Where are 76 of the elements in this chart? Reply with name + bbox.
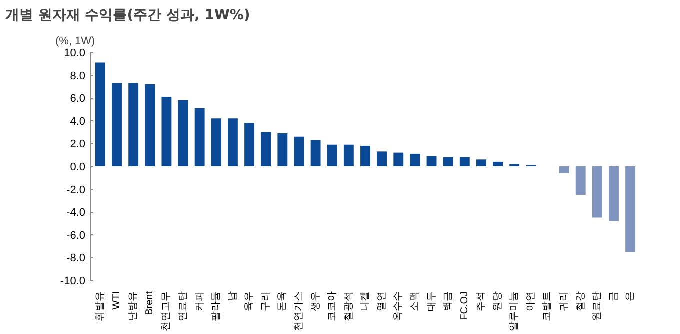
bar (377, 152, 388, 166)
bar (294, 136, 304, 166)
bar (278, 133, 288, 166)
bar (310, 140, 321, 166)
x-tick-label: 니켈 (360, 292, 371, 312)
bar (460, 157, 470, 166)
bar (360, 146, 370, 166)
x-tick-label: 알루미늄 (509, 292, 520, 332)
x-tick-label: 귀리 (558, 292, 570, 312)
bar (592, 166, 602, 218)
bar (128, 83, 139, 166)
x-tick-label: 코발트 (542, 292, 554, 322)
x-tick-label: 납 (227, 292, 238, 302)
x-tick-label: 육우 (244, 292, 256, 312)
x-tick-label: Brent (144, 291, 156, 316)
bar (493, 162, 503, 166)
x-tick-label: WTI (112, 291, 123, 310)
x-tick-label: FC.OJ (459, 291, 470, 320)
bar (162, 96, 172, 166)
y-axis-title: (%, 1W) (56, 36, 96, 48)
x-tick-label: 은 (625, 292, 636, 302)
x-tick-label: 철강 (575, 292, 586, 312)
bar (559, 166, 570, 174)
y-tick-label: -4.0 (66, 207, 86, 220)
x-tick-label: 천연가스 (294, 292, 305, 332)
bar (228, 118, 238, 166)
x-tick-label: 생우 (310, 292, 322, 312)
x-tick-label: 천연고무 (161, 292, 172, 332)
y-tick-label: -6.0 (66, 230, 86, 242)
x-tick-label: 대두 (426, 292, 438, 312)
x-tick-label: 연료탄 (178, 292, 189, 322)
x-tick-label: 소맥 (410, 292, 421, 312)
x-tick-label: 원료탄 (592, 292, 603, 322)
x-tick-label: 주석 (476, 292, 487, 312)
x-tick-label: 금 (608, 292, 620, 302)
bar (576, 166, 586, 195)
bar (426, 156, 437, 166)
bar (95, 62, 106, 166)
y-tick-label: 0.0 (70, 162, 86, 174)
bar (261, 132, 272, 166)
x-tick-label: 돈육 (277, 292, 288, 312)
x-tick-label: 구리 (260, 292, 272, 312)
y-tick-label: -8.0 (66, 252, 86, 265)
x-tick-label: 백금 (442, 292, 454, 312)
x-tick-label: 팔라듐 (210, 292, 222, 322)
bar (178, 100, 188, 166)
x-tick-label: 코코아 (326, 292, 338, 322)
y-tick-label: 4.0 (70, 116, 86, 128)
x-tick-label: 철광석 (343, 292, 354, 322)
bar (112, 83, 122, 166)
bar (626, 166, 636, 252)
bar (410, 154, 420, 166)
y-tick-label: -2.0 (66, 184, 86, 196)
bar (394, 152, 404, 166)
y-tick-label: 2.0 (70, 138, 86, 151)
x-tick-label: 열연 (376, 292, 388, 312)
chart-title: 개별 원자재 수익률(주간 성과, 1W%) (6, 8, 250, 24)
bar (145, 84, 156, 166)
y-tick-label: 8.0 (70, 70, 86, 82)
bar (443, 157, 454, 166)
bar (327, 144, 338, 166)
x-tick-label: 원당 (492, 292, 504, 312)
bar (244, 123, 255, 166)
x-tick-label: 옥수수 (393, 292, 404, 322)
bar (609, 166, 619, 222)
x-tick-label: 아연 (526, 292, 537, 312)
bar (211, 118, 222, 166)
x-tick-label: 커피 (194, 292, 206, 312)
bar (476, 160, 486, 166)
bar (344, 144, 354, 166)
y-tick-label: 10.0 (64, 48, 86, 60)
bar (194, 108, 205, 166)
x-tick-label: 난방유 (128, 292, 140, 322)
x-tick-label: 휘발유 (94, 292, 106, 322)
y-tick-label: -10.0 (60, 276, 86, 288)
y-tick-label: 6.0 (70, 93, 86, 106)
